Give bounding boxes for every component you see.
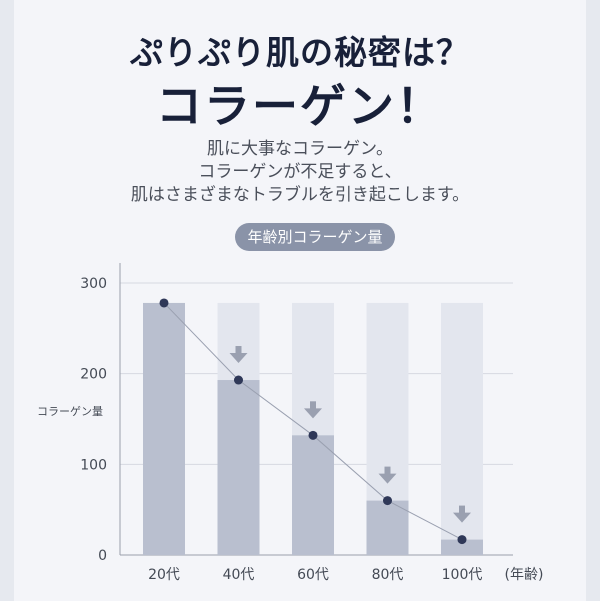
bar-80代	[366, 500, 409, 555]
x-tick-2: 60代	[297, 567, 329, 583]
headline-line1: ぷりぷり肌の秘密は？	[130, 33, 470, 72]
description-line-1: 肌に大事なコラーゲン。	[207, 139, 393, 159]
bar-40代	[217, 380, 260, 555]
x-tick-4: 100代	[442, 567, 483, 583]
data-point-3	[383, 496, 392, 506]
y-tick-200: 200	[80, 367, 107, 383]
bar-100代	[441, 539, 483, 555]
y-tick-300: 300	[80, 276, 107, 292]
data-point-0	[159, 298, 169, 308]
data-point-4	[457, 535, 467, 545]
down-arrow-icon	[453, 505, 471, 523]
x-tick-1: 40代	[223, 567, 255, 583]
y-tick-100: 100	[80, 457, 107, 473]
x-tick-0: 20代	[148, 567, 180, 583]
data-point-2	[308, 430, 318, 440]
down-arrow-icon	[304, 401, 322, 419]
data-point-1	[234, 375, 243, 385]
y-axis-label: コラーゲン量	[37, 405, 103, 418]
description-line-3: 肌はさまざまなトラブルを引き起こします。	[130, 185, 470, 205]
down-arrow-icon	[378, 466, 397, 484]
chart-title-badge: 年齢別コラーゲン量	[235, 223, 395, 251]
x-axis-label: (年齢)	[505, 567, 544, 583]
y-tick-0: 0	[98, 548, 107, 564]
down-arrow-icon	[229, 346, 248, 364]
bar-20代	[143, 302, 185, 555]
description-line-2: コラーゲンが不足すると、	[198, 162, 402, 182]
x-tick-3: 80代	[372, 567, 404, 583]
headline-line2: コラーゲン！	[156, 79, 444, 133]
description: 肌に大事なコラーゲン。 コラーゲンが不足すると、 肌はさまざまなトラブルを引き起…	[14, 138, 586, 207]
bar-60代	[292, 435, 334, 555]
